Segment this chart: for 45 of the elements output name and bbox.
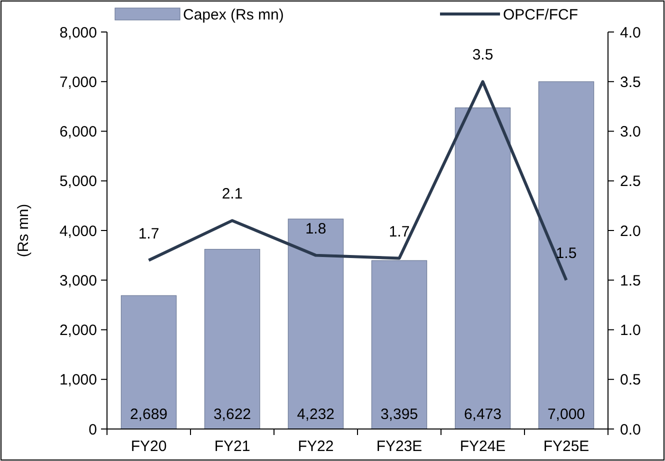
- data-label: 1.5: [556, 245, 577, 262]
- data-label: 3.5: [472, 46, 494, 64]
- data-label: 3,395: [380, 406, 418, 423]
- x-tick-label: FY24E: [460, 438, 506, 455]
- legend-label: OPCF/FCF: [503, 6, 578, 24]
- legend-label: Capex (Rs mn): [183, 6, 284, 24]
- x-tick-label: FY23E: [376, 438, 422, 455]
- data-label: 7,000: [547, 406, 586, 423]
- y-tick-label: 2,000: [59, 322, 97, 339]
- x-tick-label: FY22: [298, 438, 334, 455]
- y-tick-label: 1,000: [59, 372, 97, 389]
- x-tick-label: FY20: [130, 438, 167, 455]
- y-tick-label: 0: [88, 421, 97, 438]
- data-label: 1.7: [388, 223, 410, 240]
- y2-tick-label: 1.5: [620, 272, 641, 290]
- x-tick-label: FY21: [214, 438, 250, 455]
- y-tick-label: 8,000: [59, 24, 97, 42]
- data-label: 6,473: [464, 406, 502, 423]
- data-label: 3,622: [213, 406, 252, 423]
- y2-tick-label: 3.0: [620, 124, 641, 140]
- data-label: 2.1: [222, 186, 243, 203]
- data-label: 1.7: [138, 225, 160, 242]
- y-tick-label: 6,000: [59, 124, 97, 140]
- y2-tick-label: 1.0: [620, 322, 641, 339]
- bar: [288, 218, 344, 430]
- y2-tick-label: 2.5: [620, 173, 641, 190]
- data-label: 1.8: [305, 220, 326, 238]
- bar: [454, 107, 511, 430]
- y-tick-label: 5,000: [59, 173, 97, 190]
- y2-tick-label: 3.5: [620, 74, 641, 91]
- y-tick-label: 4,000: [59, 222, 97, 240]
- bar: [204, 248, 260, 430]
- bar: [371, 260, 428, 430]
- x-tick-label: FY25E: [543, 438, 590, 455]
- data-label: 2,689: [130, 406, 168, 423]
- data-label: 4,232: [296, 406, 335, 423]
- y-tick-label: 7,000: [59, 74, 97, 91]
- y2-tick-label: 4.0: [620, 24, 641, 42]
- bar: [120, 295, 177, 430]
- y2-tick-label: 0.0: [620, 421, 641, 438]
- bar: [538, 81, 594, 430]
- y2-tick-label: 2.0: [620, 222, 641, 240]
- y-tick-label: 3,000: [59, 272, 97, 290]
- y-axis-title: (Rs mn): [15, 204, 32, 258]
- y2-tick-label: 0.5: [620, 372, 641, 389]
